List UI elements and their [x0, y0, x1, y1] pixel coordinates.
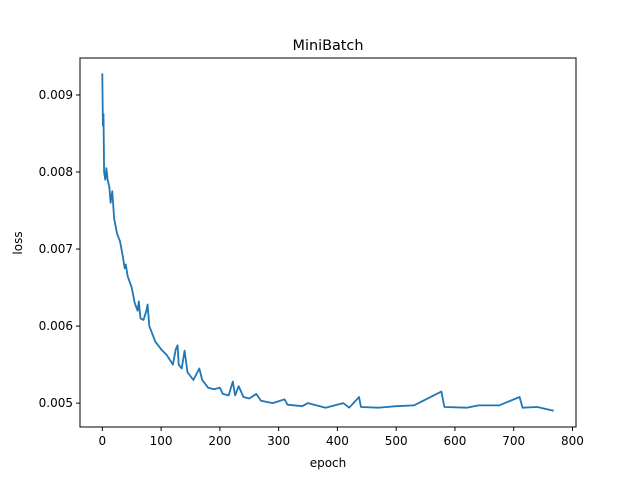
y-axis-ticks: 0.005 0.006 0.007 0.008 0.009: [39, 88, 80, 410]
y-axis-label: loss: [11, 231, 25, 254]
y-tick-label: 0.005: [39, 396, 73, 410]
y-tick-label: 0.008: [39, 165, 73, 179]
x-tick-label: 600: [443, 434, 466, 448]
x-tick-label: 400: [326, 434, 349, 448]
series-line-loss: [101, 73, 554, 412]
x-tick-label: 500: [385, 434, 408, 448]
x-tick-label: 200: [208, 434, 231, 448]
x-axis-ticks: 0 100 200 300 400 500 600 700 800: [99, 427, 584, 448]
y-tick-label: 0.006: [39, 319, 73, 333]
chart-title: MiniBatch: [293, 38, 364, 54]
x-tick-label: 100: [150, 434, 173, 448]
y-tick-label: 0.009: [39, 88, 73, 102]
x-axis-label: epoch: [310, 456, 347, 470]
x-tick-label: 300: [267, 434, 290, 448]
x-tick-label: 800: [561, 434, 584, 448]
x-tick-label: 0: [99, 434, 107, 448]
x-tick-label: 700: [502, 434, 525, 448]
plot-series: [101, 73, 554, 412]
y-tick-label: 0.007: [39, 242, 73, 256]
axes-frame: [79, 57, 577, 428]
